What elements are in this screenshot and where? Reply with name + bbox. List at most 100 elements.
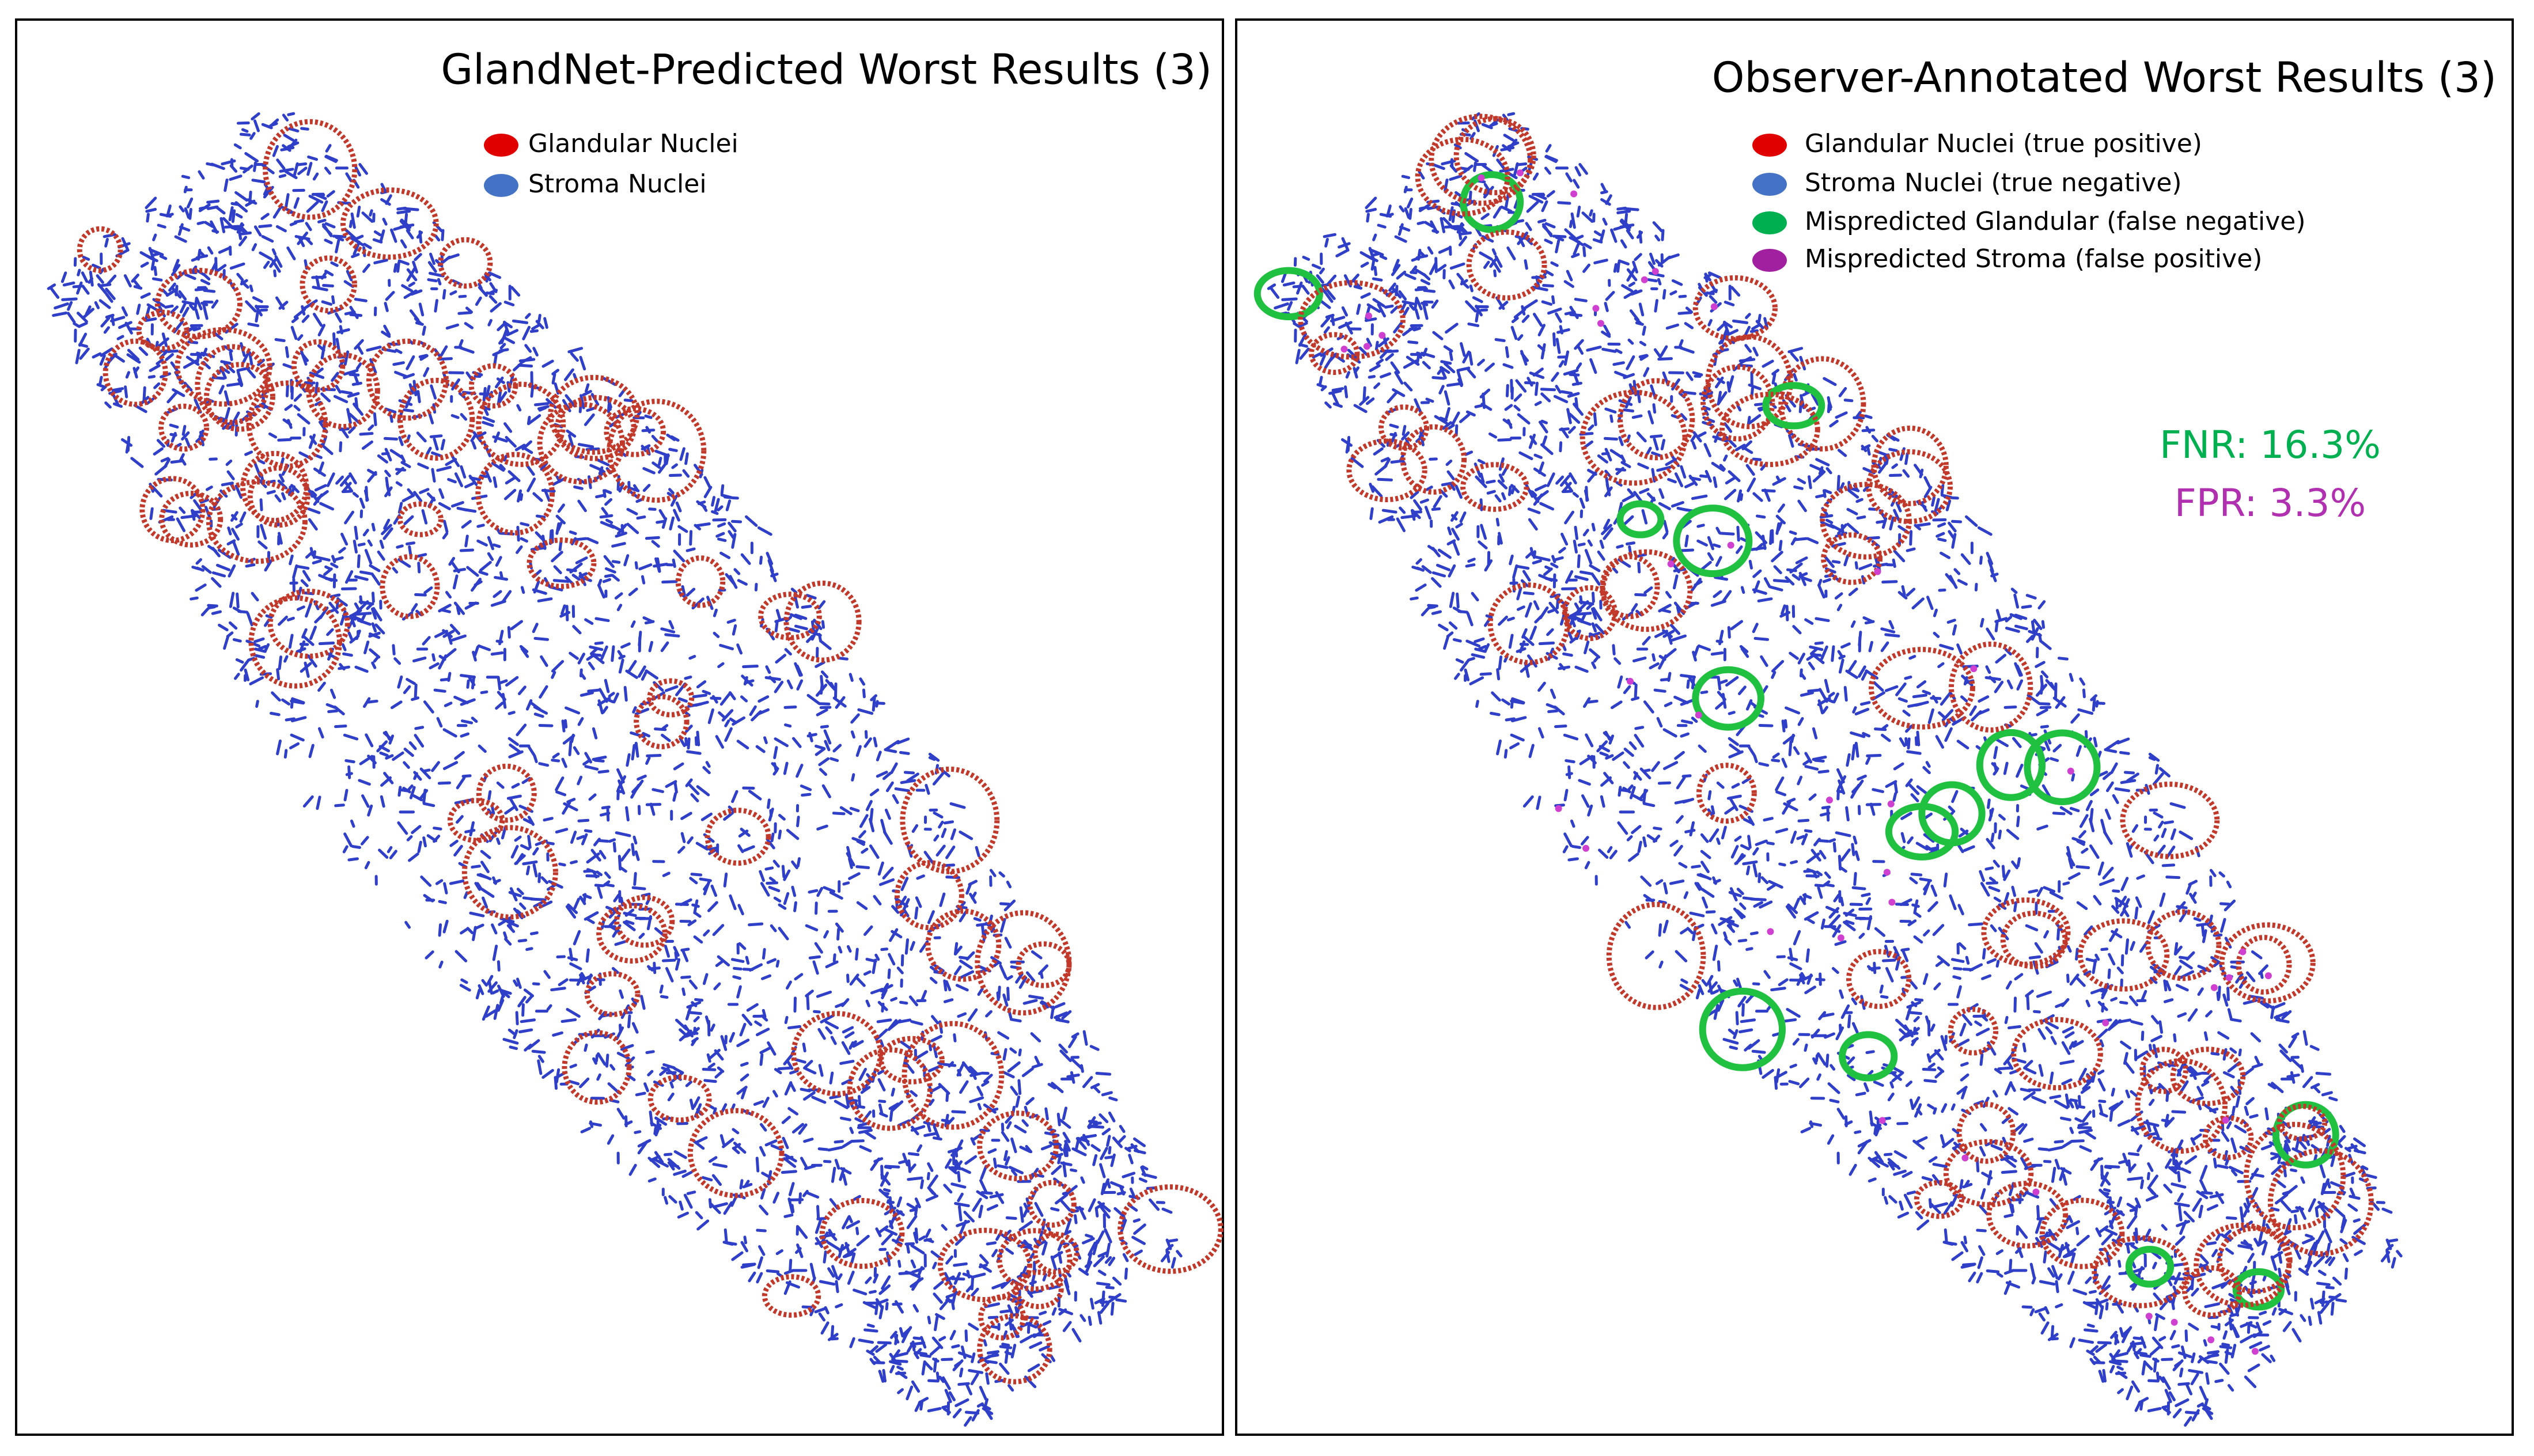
stroma-nucleus — [251, 179, 266, 184]
stroma-nucleus — [959, 910, 968, 923]
stroma-nucleus — [873, 1355, 882, 1364]
stroma-nucleus — [673, 762, 684, 771]
stroma-nucleus — [566, 1008, 581, 1018]
stroma-nucleus — [786, 980, 792, 990]
stroma-nucleus — [878, 1370, 885, 1383]
stroma-nucleus — [808, 889, 819, 894]
stroma-nucleus — [411, 696, 420, 702]
stroma-nucleus — [1399, 225, 1411, 232]
stroma-nucleus — [1755, 514, 1766, 519]
stroma-nucleus — [316, 795, 321, 810]
stroma-nucleus — [92, 352, 102, 359]
stroma-nucleus — [505, 676, 519, 687]
stroma-nucleus — [1060, 1200, 1071, 1212]
stroma-nucleus — [1836, 475, 1840, 491]
stroma-nucleus — [803, 1138, 814, 1143]
stroma-nucleus — [1062, 1161, 1067, 1178]
stroma-nucleus — [286, 616, 295, 621]
stroma-nucleus — [832, 953, 836, 962]
stroma-nucleus — [2071, 1139, 2085, 1143]
stroma-nucleus — [611, 542, 626, 548]
stroma-nucleus — [1062, 1321, 1072, 1332]
stroma-nucleus — [2116, 966, 2124, 975]
stroma-nucleus — [626, 507, 638, 515]
stroma-nucleus — [786, 679, 793, 689]
stroma-nucleus — [1161, 1207, 1173, 1214]
stroma-nucleus — [2014, 973, 2024, 981]
stroma-nucleus — [816, 824, 828, 831]
stroma-nucleus — [431, 653, 436, 662]
stroma-nucleus — [359, 570, 373, 575]
stroma-nucleus — [1956, 643, 1963, 655]
stroma-nucleus — [592, 727, 598, 740]
stroma-nucleus — [1937, 955, 1950, 967]
stroma-nucleus — [954, 1202, 970, 1208]
stroma-nucleus — [2188, 1368, 2204, 1374]
stroma-nucleus — [658, 509, 667, 521]
stroma-nucleus — [634, 741, 639, 758]
stroma-nucleus — [272, 206, 282, 219]
stroma-nucleus — [488, 295, 498, 304]
stroma-nucleus — [981, 1080, 990, 1087]
stroma-nucleus — [2085, 999, 2090, 1007]
stroma-nucleus — [675, 501, 682, 513]
stroma-nucleus — [964, 1416, 972, 1427]
stroma-nucleus — [552, 1031, 563, 1037]
stroma-nucleus — [282, 144, 291, 152]
stroma-nucleus — [1680, 719, 1694, 725]
stroma-nucleus — [1797, 653, 1806, 665]
stroma-nucleus — [278, 473, 285, 483]
stroma-nucleus — [938, 820, 944, 829]
stroma-nucleus — [1725, 676, 1739, 687]
stroma-nucleus — [447, 477, 457, 484]
stroma-nucleus — [1634, 683, 1638, 699]
stroma-nucleus — [733, 1142, 747, 1154]
stroma-nucleus — [289, 742, 300, 750]
stroma-nucleus — [312, 559, 322, 565]
stroma-nucleus — [1130, 1143, 1140, 1154]
stroma-nucleus — [1930, 1023, 1935, 1032]
stroma-nucleus — [1414, 287, 1428, 291]
stroma-nucleus — [1567, 631, 1574, 641]
stroma-nucleus — [100, 347, 113, 357]
stroma-nucleus — [2005, 616, 2013, 623]
stroma-nucleus — [1004, 1351, 1013, 1356]
stroma-nucleus — [2282, 1190, 2291, 1196]
stroma-nucleus — [105, 313, 115, 319]
stroma-nucleus — [1815, 494, 1826, 499]
stroma-nucleus — [849, 1098, 858, 1102]
stroma-nucleus — [1455, 522, 1463, 529]
stroma-nucleus — [443, 882, 448, 894]
stroma-nucleus — [1623, 373, 1635, 380]
stroma-nucleus — [287, 419, 293, 429]
stroma-nucleus — [819, 768, 827, 776]
stroma-nucleus — [2126, 842, 2133, 858]
stroma-nucleus — [533, 706, 548, 715]
glandular-nucleus-ring — [819, 1197, 905, 1269]
stroma-nucleus — [1452, 638, 1462, 643]
stroma-nucleus — [100, 316, 111, 328]
stroma-nucleus — [1466, 612, 1474, 627]
stroma-nucleus — [783, 761, 789, 775]
stroma-nucleus — [161, 332, 168, 347]
stroma-nucleus — [1570, 819, 1575, 828]
stroma-nucleus — [2217, 1031, 2230, 1040]
left-panel-frame — [15, 18, 1224, 1436]
stroma-nucleus — [1643, 894, 1654, 903]
stroma-nucleus — [392, 361, 405, 366]
stroma-nucleus — [720, 484, 725, 495]
stroma-nucleus — [1627, 488, 1634, 496]
stroma-nucleus — [504, 805, 517, 815]
stroma-nucleus — [253, 119, 260, 132]
stroma-nucleus — [2152, 1044, 2158, 1059]
stroma-nucleus — [538, 762, 550, 767]
stroma-nucleus — [2013, 996, 2017, 1013]
stroma-nucleus — [579, 1077, 590, 1089]
stroma-nucleus — [873, 1273, 879, 1284]
stroma-nucleus — [728, 805, 736, 813]
stroma-nucleus — [91, 263, 101, 270]
stroma-nucleus — [1937, 1066, 1945, 1073]
stroma-nucleus — [896, 1366, 904, 1371]
stroma-nucleus — [1823, 555, 1835, 568]
stroma-nucleus — [450, 634, 467, 642]
